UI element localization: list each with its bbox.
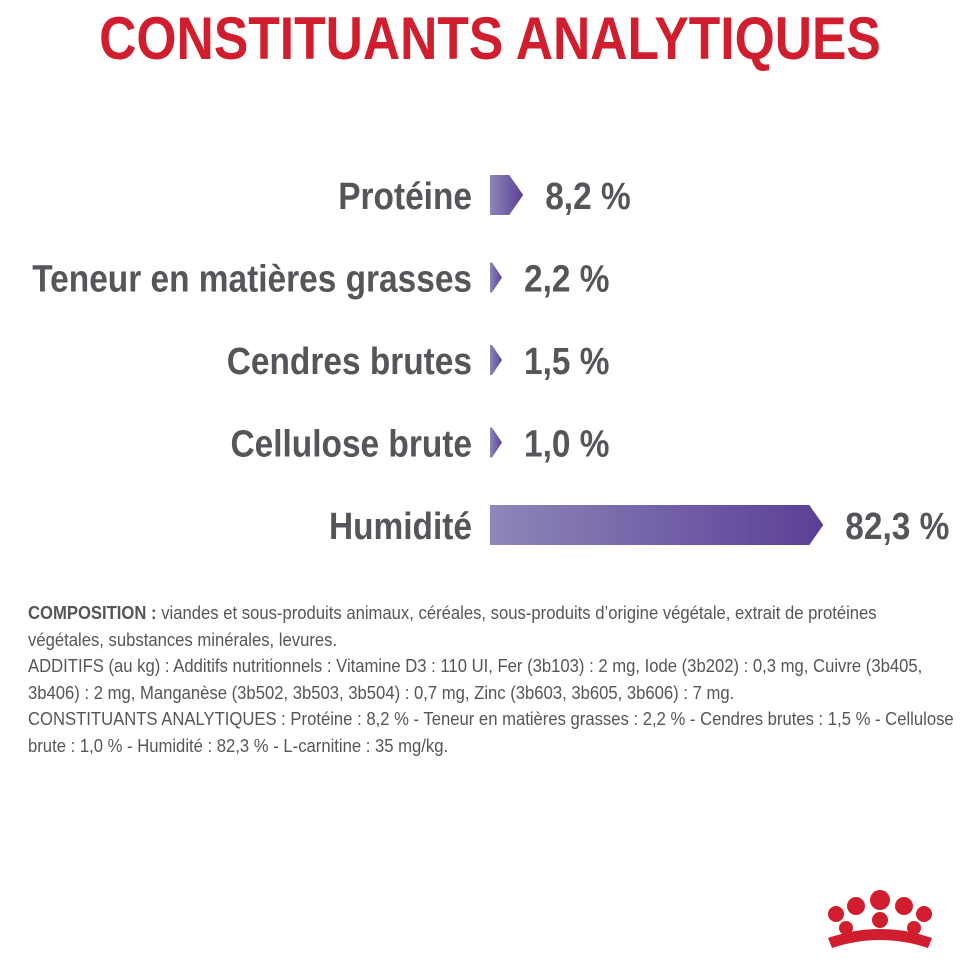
value-label: 8,2 % bbox=[545, 175, 630, 217]
category-label: Teneur en matières grasses bbox=[32, 258, 472, 300]
category-label: Cellulose brute bbox=[231, 423, 472, 465]
page-title: CONSTITUANTS ANALYTIQUES bbox=[99, 5, 881, 72]
bar bbox=[490, 427, 502, 458]
composition-text: viandes et sous-produits animaux, céréal… bbox=[28, 602, 877, 650]
bar bbox=[490, 505, 824, 545]
composition-block: COMPOSITION : viandes et sous-produits a… bbox=[28, 600, 955, 759]
value-label: 1,5 % bbox=[524, 340, 609, 382]
category-label: Humidité bbox=[329, 505, 472, 547]
composition-paragraph: COMPOSITION : viandes et sous-produits a… bbox=[28, 600, 955, 653]
additifs-text: ADDITIFS (au kg) : Additifs nutritionnel… bbox=[28, 655, 923, 703]
value-label: 1,0 % bbox=[524, 423, 609, 465]
composition-lead: COMPOSITION : bbox=[28, 602, 157, 623]
royal-canin-crown-icon bbox=[828, 890, 932, 948]
value-label: 82,3 % bbox=[845, 505, 949, 547]
category-label: Cendres brutes bbox=[227, 340, 472, 382]
nutrition-bar-chart: Protéine 8,2 % Teneur en matières grasses 2… bbox=[32, 175, 949, 547]
value-label: 2,2 % bbox=[524, 258, 609, 300]
category-label: Protéine bbox=[338, 175, 472, 217]
bar bbox=[490, 262, 502, 293]
bar bbox=[490, 175, 524, 215]
constituants-text: CONSTITUANTS ANALYTIQUES : Protéine : 8,… bbox=[28, 708, 954, 756]
bar bbox=[490, 345, 502, 375]
